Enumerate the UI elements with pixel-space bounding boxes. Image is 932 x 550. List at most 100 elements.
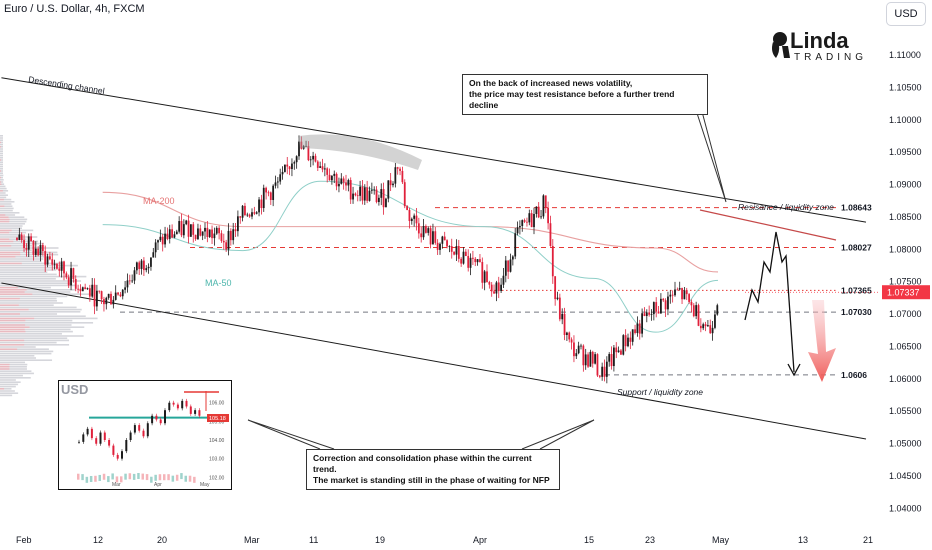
volume-bar xyxy=(0,150,3,152)
candle-body xyxy=(359,186,361,196)
candle-body xyxy=(584,354,587,366)
candle-body xyxy=(681,288,683,300)
volume-bar xyxy=(0,176,3,179)
ma200-label: MA-200 xyxy=(143,196,175,206)
candle-body xyxy=(314,155,317,162)
candle-body xyxy=(190,224,192,237)
candle-body xyxy=(168,229,171,239)
volume-bar-sell xyxy=(0,326,30,328)
time-axis[interactable]: Feb 12 20 Mar 11 19 Apr 15 23 May 13 21 xyxy=(0,528,932,550)
inset-volume-bar xyxy=(98,474,101,481)
channel-label: Descending channel xyxy=(28,74,106,96)
candle-body xyxy=(699,325,702,329)
candle-body xyxy=(307,145,310,161)
candle-body xyxy=(645,312,648,317)
inset-x-tick: Apr xyxy=(154,482,162,488)
candle-body xyxy=(462,251,465,264)
inset-candle-body xyxy=(181,400,184,409)
inset-volume-bar xyxy=(85,476,89,483)
volume-bar xyxy=(0,346,36,348)
inset-volume-bar xyxy=(145,474,149,481)
volume-bar xyxy=(0,348,49,350)
candle-body xyxy=(51,259,54,265)
candle-body xyxy=(41,245,44,252)
volume-bar xyxy=(0,154,3,157)
candle-body xyxy=(582,345,585,366)
inset-candle-body xyxy=(129,432,132,440)
callout-pointers xyxy=(247,103,727,450)
candle-body xyxy=(335,173,338,187)
candle-body xyxy=(401,170,404,183)
candle-body xyxy=(483,271,486,283)
candle-body xyxy=(695,305,698,317)
candle-body xyxy=(716,305,719,315)
candle-body xyxy=(436,242,439,250)
candle-body xyxy=(258,199,260,213)
inset-volume-bar xyxy=(137,473,140,480)
candle-body xyxy=(30,236,32,242)
candle-body xyxy=(237,216,239,232)
candle-body xyxy=(417,223,420,234)
price-axis[interactable]: 1.11000 1.10500 1.10000 1.09500 1.09000 1.085… xyxy=(880,0,932,550)
candle-body xyxy=(638,323,641,334)
candle-body xyxy=(714,314,716,328)
volume-bar xyxy=(0,284,76,287)
candle-body xyxy=(128,280,131,282)
note-top: On the back of increased news volatility… xyxy=(462,74,708,115)
candle-body xyxy=(709,325,712,334)
volume-bar xyxy=(0,379,16,381)
candle-body xyxy=(96,290,98,307)
inset-candle-body xyxy=(116,454,119,459)
time-tick-label: 13 xyxy=(798,535,808,545)
candle-body xyxy=(77,288,79,290)
candle-body xyxy=(164,233,166,245)
volume-bar xyxy=(0,205,13,207)
candle-body xyxy=(180,221,183,236)
top-callout-pointer xyxy=(693,103,727,203)
candle-body xyxy=(514,233,517,257)
volume-bar xyxy=(0,273,57,276)
candle-body xyxy=(194,234,197,240)
candle-body xyxy=(65,273,68,278)
logo-main-text: Linda xyxy=(790,28,849,53)
candle-body xyxy=(479,259,481,263)
candle-body xyxy=(490,284,493,292)
currency-button[interactable]: USD xyxy=(886,2,926,26)
candle-body xyxy=(91,284,94,297)
candle-body xyxy=(530,213,533,228)
candle-body xyxy=(410,218,413,222)
candle-body xyxy=(392,183,394,186)
level-label: 1.08643 xyxy=(841,203,872,213)
candle-body xyxy=(112,299,115,305)
volume-bar xyxy=(0,139,3,141)
candle-body xyxy=(415,215,418,224)
time-tick-label: 20 xyxy=(157,535,167,545)
price-tick-label: 1.11000 xyxy=(889,50,921,60)
candle-body xyxy=(394,167,397,184)
candle-body xyxy=(124,287,126,290)
volume-bar xyxy=(0,317,98,320)
brand-logo: Linda TRADING xyxy=(768,28,888,68)
inset-candles xyxy=(78,398,201,461)
time-tick-label: 21 xyxy=(863,535,873,545)
candle-body xyxy=(248,214,251,217)
volume-bar-sell xyxy=(0,245,12,247)
candle-body xyxy=(622,335,625,355)
volume-bar xyxy=(0,300,57,302)
time-tick-label: Feb xyxy=(16,535,32,545)
inset-volume-bar xyxy=(102,473,106,480)
candle-body xyxy=(70,268,72,286)
volume-bar-sell xyxy=(0,297,20,300)
candle-body xyxy=(286,164,289,167)
candle-body xyxy=(382,189,385,208)
volume-bar-sell xyxy=(0,256,16,258)
highlight-zone xyxy=(298,134,422,170)
candle-body xyxy=(98,290,101,292)
candle-body xyxy=(150,257,152,267)
volume-bar xyxy=(0,366,27,368)
candle-body xyxy=(457,246,460,259)
candle-body xyxy=(342,178,345,183)
candle-body xyxy=(239,216,242,218)
candle-body xyxy=(697,305,700,326)
inset-volume-bar xyxy=(141,473,144,480)
